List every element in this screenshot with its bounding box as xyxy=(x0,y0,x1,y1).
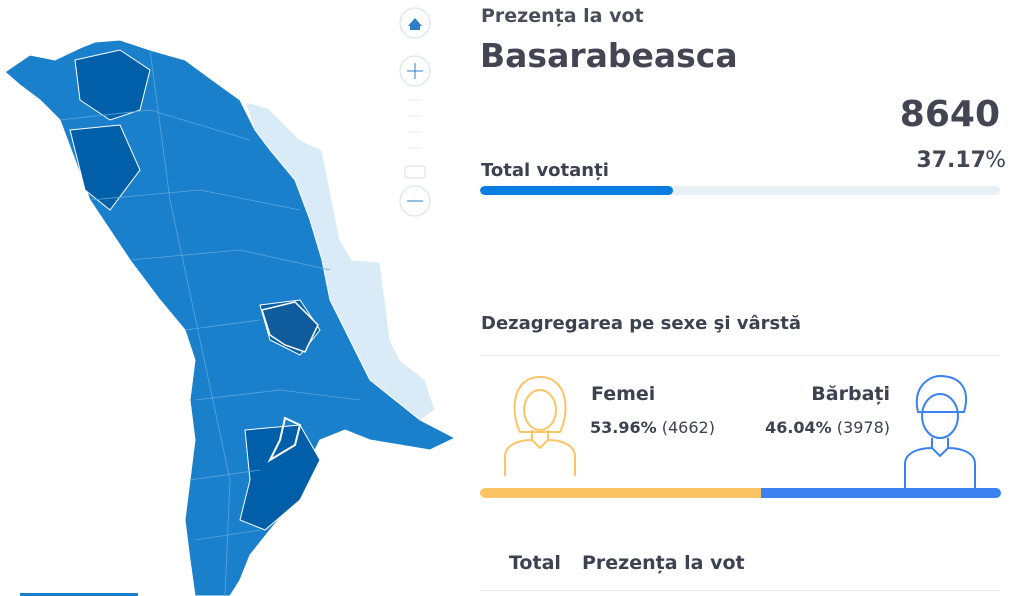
female-count: (4662) xyxy=(661,418,715,437)
male-bar xyxy=(761,488,1001,498)
progress-fill xyxy=(480,186,674,195)
female-label: Femei xyxy=(591,383,656,405)
female-stats: 53.96% (4662) xyxy=(590,418,715,437)
section-title: Prezența la vot xyxy=(481,5,644,27)
total-label: Total votanți xyxy=(481,160,609,181)
map-highlight xyxy=(261,301,319,353)
female-percent: 53.96% xyxy=(590,418,657,437)
total-count: 8640 xyxy=(899,94,1000,135)
divider xyxy=(480,355,1000,356)
map-border xyxy=(267,416,302,463)
male-percent: 46.04% xyxy=(765,418,832,437)
zoom-controls xyxy=(399,7,431,217)
male-icon xyxy=(904,374,976,488)
map-district-lines xyxy=(59,49,361,596)
table-header-cell: Total xyxy=(509,552,561,574)
male-label: Bărbați xyxy=(811,383,890,405)
female-icon xyxy=(504,375,576,476)
home-icon xyxy=(408,18,422,30)
breakdown-title: Dezagregarea pe sexe şi vârstă xyxy=(481,313,802,334)
table-header-cell: Prezența la vot xyxy=(582,552,745,574)
progress-track xyxy=(480,186,1000,195)
total-percent: 37.17 xyxy=(916,148,986,173)
male-count: (3978) xyxy=(836,418,890,437)
male-stats: 46.04% (3978) xyxy=(765,418,890,437)
zoom-in-icon xyxy=(407,63,423,79)
map xyxy=(4,7,457,596)
zoom-handle[interactable] xyxy=(404,165,426,179)
region-name: Basarabeasca xyxy=(480,36,738,75)
scroll-indicator xyxy=(20,593,138,596)
zoom-ticks xyxy=(408,99,422,149)
gender-bar xyxy=(480,488,1001,498)
percent-unit: % xyxy=(985,148,1006,173)
female-bar xyxy=(480,488,762,498)
divider xyxy=(480,590,1000,591)
map-district-dark xyxy=(69,49,321,531)
